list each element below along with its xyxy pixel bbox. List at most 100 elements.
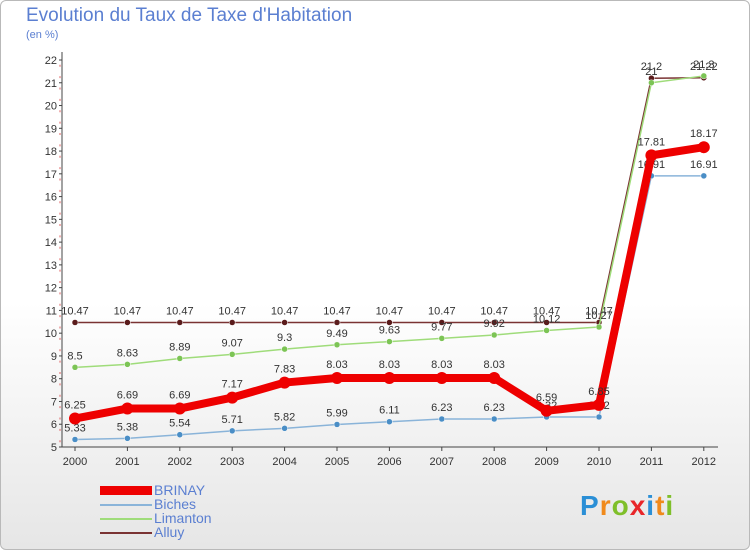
data-point-alluy — [281, 319, 288, 326]
data-label-alluy: 10.47 — [166, 305, 194, 317]
data-point-limanton — [490, 331, 498, 339]
x-tick-label: 2002 — [168, 456, 192, 468]
data-label-limanton: 9.3 — [277, 332, 292, 344]
logo-letter: x — [629, 490, 647, 521]
data-point-limanton — [595, 323, 603, 331]
y-tick-label: 8 — [51, 374, 57, 386]
data-point-brinay — [69, 412, 81, 425]
data-point-alluy — [333, 319, 341, 326]
data-point-alluy — [438, 319, 446, 326]
data-label-brinay: 6.69 — [117, 390, 138, 402]
y-tick-label: 12 — [45, 283, 57, 295]
data-label-brinay: 8.03 — [326, 359, 347, 371]
data-point-limanton — [438, 335, 446, 342]
x-tick-label: 2001 — [115, 456, 139, 468]
chart-title: Evolution du Taux de Taxe d'Habitation — [26, 5, 353, 26]
data-label-limanton: 8.89 — [169, 341, 190, 353]
data-point-biches — [281, 425, 288, 432]
y-tick-label: 21 — [45, 78, 57, 90]
y-tick-label: 5 — [51, 442, 57, 454]
data-label-alluy: 10.47 — [61, 305, 89, 317]
data-point-limanton — [71, 364, 79, 371]
y-tick-label: 17 — [45, 169, 57, 181]
data-point-brinay — [173, 402, 186, 415]
logo-letter: r — [599, 490, 612, 521]
data-point-brinay — [121, 402, 134, 415]
data-label-brinay: 6.25 — [64, 400, 85, 412]
data-point-brinay — [697, 141, 710, 154]
y-tick-label: 14 — [45, 237, 57, 249]
data-label-alluy: 10.47 — [218, 305, 246, 317]
data-point-alluy — [176, 319, 184, 326]
data-label-alluy: 10.47 — [323, 305, 351, 317]
y-tick-label: 11 — [46, 305, 57, 317]
x-tick-label: 2003 — [220, 456, 244, 468]
data-label-limanton: 10.27 — [585, 310, 613, 322]
data-point-biches — [490, 415, 498, 423]
y-tick-label: 15 — [45, 214, 57, 226]
data-label-brinay: 8.03 — [431, 359, 452, 371]
data-label-alluy: 10.47 — [533, 305, 561, 317]
data-point-alluy — [386, 319, 393, 326]
data-point-alluy — [228, 319, 236, 326]
data-label-limanton: 21 — [645, 66, 657, 78]
x-tick-label: 2010 — [587, 456, 611, 468]
data-point-limanton — [543, 327, 550, 334]
y-tick-label: 22 — [45, 55, 57, 67]
data-point-biches — [438, 415, 446, 423]
data-label-biches: 6.11 — [379, 405, 400, 417]
y-tick-label: 16 — [45, 192, 57, 204]
y-tick-label: 7 — [51, 396, 57, 408]
data-label-brinay: 18.17 — [690, 128, 718, 140]
legend-swatch-limanton — [100, 518, 152, 520]
data-point-biches — [595, 413, 603, 421]
data-label-alluy: 21.2 — [641, 61, 662, 73]
data-label-limanton: 9.63 — [379, 325, 400, 337]
data-label-brinay: 6.59 — [536, 392, 557, 404]
data-point-alluy — [71, 319, 79, 326]
data-label-biches: 16.91 — [690, 159, 718, 171]
data-label-alluy: 21.22 — [690, 61, 718, 73]
data-label-biches: 5.38 — [117, 421, 138, 433]
data-point-limanton — [700, 72, 708, 80]
data-point-alluy — [490, 319, 498, 326]
legend-swatch-alluy — [100, 532, 152, 534]
logo-letter: t — [655, 490, 666, 521]
data-label-biches: 6.23 — [431, 402, 452, 414]
legend-label-biches: Biches — [154, 496, 197, 512]
legend-swatch-brinay — [100, 486, 152, 495]
data-label-limanton: 9.77 — [431, 321, 452, 333]
data-point-limanton — [124, 361, 131, 368]
y-tick-label: 10 — [45, 328, 57, 340]
data-label-brinay: 17.81 — [638, 136, 666, 148]
x-tick-label: 2011 — [640, 456, 664, 468]
data-point-limanton — [228, 351, 236, 358]
data-label-limanton: 8.5 — [67, 350, 82, 362]
data-label-limanton: 9.49 — [326, 328, 347, 340]
y-tick-label: 13 — [45, 260, 57, 272]
data-label-limanton: 9.92 — [483, 318, 504, 330]
data-label-biches: 5.82 — [274, 411, 295, 423]
x-tick-label: 2004 — [272, 456, 296, 468]
data-label-biches: 5.54 — [169, 418, 190, 430]
legend-label-brinay: BRINAY — [154, 482, 206, 498]
data-label-brinay: 7.17 — [221, 379, 242, 391]
y-tick-label: 18 — [45, 146, 57, 158]
data-point-biches — [124, 435, 131, 442]
data-label-limanton: 9.07 — [221, 337, 242, 349]
data-point-brinay — [226, 391, 239, 404]
data-label-alluy: 10.47 — [428, 305, 456, 317]
y-unit-label: (en %) — [26, 29, 59, 41]
data-point-biches — [386, 418, 393, 425]
data-label-brinay: 6.85 — [588, 386, 609, 398]
x-tick-label: 2012 — [692, 456, 716, 468]
data-label-alluy: 10.47 — [480, 305, 508, 317]
logo-letter: i — [665, 490, 675, 521]
data-label-biches: 6.23 — [483, 402, 504, 414]
data-label-brinay: 8.03 — [483, 359, 504, 371]
data-point-biches — [228, 427, 236, 435]
series-line-alluy — [74, 77, 705, 324]
data-label-biches: 5.99 — [326, 407, 347, 419]
data-point-limanton — [281, 345, 288, 353]
